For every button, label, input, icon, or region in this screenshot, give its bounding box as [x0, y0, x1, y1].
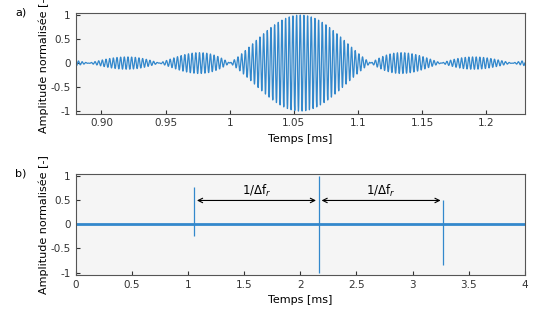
Text: 1/$\Delta$f$_r$: 1/$\Delta$f$_r$	[242, 183, 271, 199]
Text: b): b)	[15, 169, 27, 179]
Y-axis label: Amplitude normalisée [-]: Amplitude normalisée [-]	[39, 0, 49, 132]
X-axis label: Temps [ms]: Temps [ms]	[268, 295, 332, 305]
X-axis label: Temps [ms]: Temps [ms]	[268, 134, 332, 144]
Text: 1/$\Delta$f$_r$: 1/$\Delta$f$_r$	[366, 183, 396, 199]
Y-axis label: Amplitude normalisée [-]: Amplitude normalisée [-]	[39, 155, 49, 294]
Text: a): a)	[15, 8, 27, 18]
